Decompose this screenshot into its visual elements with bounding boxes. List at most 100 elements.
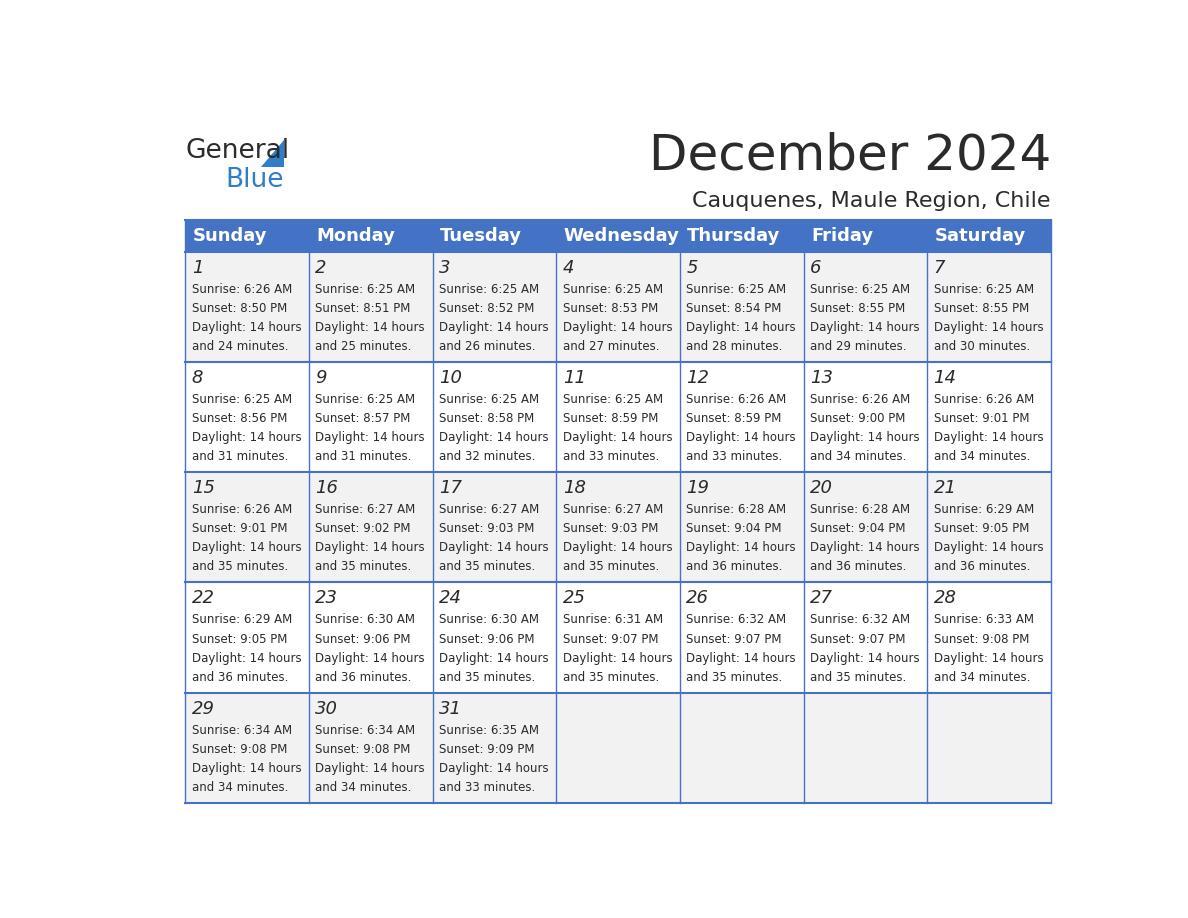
Text: Sunrise: 6:28 AM: Sunrise: 6:28 AM [810,503,910,516]
Text: Sunrise: 6:25 AM: Sunrise: 6:25 AM [440,283,539,296]
Text: Sunrise: 6:27 AM: Sunrise: 6:27 AM [315,503,416,516]
Text: Daylight: 14 hours: Daylight: 14 hours [191,320,302,334]
Bar [185,252,309,362]
Text: 11: 11 [563,369,586,386]
Text: Friday: Friday [811,227,873,244]
Text: and 36 minutes.: and 36 minutes. [191,671,289,684]
Text: and 33 minutes.: and 33 minutes. [440,781,536,794]
Text: Daylight: 14 hours: Daylight: 14 hours [563,542,672,554]
Text: 18: 18 [563,479,586,498]
Bar [309,219,432,252]
Bar [803,472,927,582]
Text: General: General [185,139,290,164]
Text: Sunset: 9:04 PM: Sunset: 9:04 PM [810,522,905,535]
Text: Daylight: 14 hours: Daylight: 14 hours [934,542,1043,554]
Bar [927,582,1051,692]
Text: 9: 9 [315,369,327,386]
Text: and 25 minutes.: and 25 minutes. [315,340,412,353]
Text: and 36 minutes.: and 36 minutes. [315,671,412,684]
Text: 14: 14 [934,369,956,386]
Bar [556,252,680,362]
Bar [927,362,1051,472]
Text: Sunrise: 6:25 AM: Sunrise: 6:25 AM [440,393,539,406]
Bar [680,692,803,803]
Text: and 35 minutes.: and 35 minutes. [687,671,783,684]
Text: and 36 minutes.: and 36 minutes. [687,560,783,574]
Bar [556,582,680,692]
Text: Sunset: 9:03 PM: Sunset: 9:03 PM [563,522,658,535]
Text: Sunrise: 6:32 AM: Sunrise: 6:32 AM [810,613,910,626]
Text: and 29 minutes.: and 29 minutes. [810,340,906,353]
Bar [556,692,680,803]
Text: Blue: Blue [226,167,284,193]
Text: 23: 23 [315,589,339,608]
Text: Sunrise: 6:26 AM: Sunrise: 6:26 AM [191,283,292,296]
Text: Sunset: 8:54 PM: Sunset: 8:54 PM [687,302,782,315]
Text: 6: 6 [810,259,821,276]
Text: Daylight: 14 hours: Daylight: 14 hours [315,320,425,334]
Text: 3: 3 [440,259,450,276]
Text: Daylight: 14 hours: Daylight: 14 hours [687,652,796,665]
Text: Daylight: 14 hours: Daylight: 14 hours [687,431,796,444]
Text: Thursday: Thursday [687,227,781,244]
Text: Sunset: 8:57 PM: Sunset: 8:57 PM [315,412,411,425]
Bar [309,362,432,472]
Text: Sunset: 9:08 PM: Sunset: 9:08 PM [191,743,287,756]
Text: Sunrise: 6:28 AM: Sunrise: 6:28 AM [687,503,786,516]
Text: Daylight: 14 hours: Daylight: 14 hours [440,431,549,444]
Text: Daylight: 14 hours: Daylight: 14 hours [810,652,920,665]
Bar [927,692,1051,803]
Text: Daylight: 14 hours: Daylight: 14 hours [191,652,302,665]
Bar [556,362,680,472]
Text: 16: 16 [315,479,339,498]
Bar [185,582,309,692]
Text: Cauquenes, Maule Region, Chile: Cauquenes, Maule Region, Chile [693,192,1051,211]
Text: 19: 19 [687,479,709,498]
Text: Sunset: 8:58 PM: Sunset: 8:58 PM [440,412,535,425]
Text: and 28 minutes.: and 28 minutes. [687,340,783,353]
Bar [680,472,803,582]
Text: 7: 7 [934,259,946,276]
Text: Daylight: 14 hours: Daylight: 14 hours [563,431,672,444]
Bar [309,692,432,803]
Text: Sunrise: 6:26 AM: Sunrise: 6:26 AM [687,393,786,406]
Text: Saturday: Saturday [935,227,1025,244]
Text: and 35 minutes.: and 35 minutes. [191,560,287,574]
Bar [309,582,432,692]
Text: 15: 15 [191,479,215,498]
Text: Sunset: 9:06 PM: Sunset: 9:06 PM [315,633,411,645]
Bar [185,362,309,472]
Text: Daylight: 14 hours: Daylight: 14 hours [315,762,425,775]
Text: Sunset: 8:55 PM: Sunset: 8:55 PM [934,302,1029,315]
Text: Sunrise: 6:29 AM: Sunrise: 6:29 AM [191,613,292,626]
Text: Sunset: 9:00 PM: Sunset: 9:00 PM [810,412,905,425]
Text: Sunrise: 6:25 AM: Sunrise: 6:25 AM [315,393,416,406]
Text: 25: 25 [563,589,586,608]
Text: Sunrise: 6:34 AM: Sunrise: 6:34 AM [315,723,416,737]
Text: Daylight: 14 hours: Daylight: 14 hours [810,542,920,554]
Text: Daylight: 14 hours: Daylight: 14 hours [440,762,549,775]
Text: Sunset: 9:07 PM: Sunset: 9:07 PM [563,633,658,645]
Text: and 33 minutes.: and 33 minutes. [687,450,783,464]
Text: Sunrise: 6:27 AM: Sunrise: 6:27 AM [440,503,539,516]
Text: Daylight: 14 hours: Daylight: 14 hours [934,652,1043,665]
Text: Daylight: 14 hours: Daylight: 14 hours [563,320,672,334]
Text: 4: 4 [563,259,574,276]
Text: 17: 17 [440,479,462,498]
Text: 1: 1 [191,259,203,276]
Bar [432,252,556,362]
Text: Daylight: 14 hours: Daylight: 14 hours [810,431,920,444]
Text: 30: 30 [315,700,339,718]
Text: 12: 12 [687,369,709,386]
Text: 10: 10 [440,369,462,386]
Text: 26: 26 [687,589,709,608]
Text: Sunset: 9:01 PM: Sunset: 9:01 PM [191,522,287,535]
Text: 5: 5 [687,259,697,276]
Text: Sunset: 9:01 PM: Sunset: 9:01 PM [934,412,1029,425]
Text: Sunrise: 6:25 AM: Sunrise: 6:25 AM [563,283,663,296]
Text: 22: 22 [191,589,215,608]
Bar [803,219,927,252]
Text: Sunset: 9:08 PM: Sunset: 9:08 PM [315,743,411,756]
Text: Sunrise: 6:26 AM: Sunrise: 6:26 AM [810,393,910,406]
Text: 29: 29 [191,700,215,718]
